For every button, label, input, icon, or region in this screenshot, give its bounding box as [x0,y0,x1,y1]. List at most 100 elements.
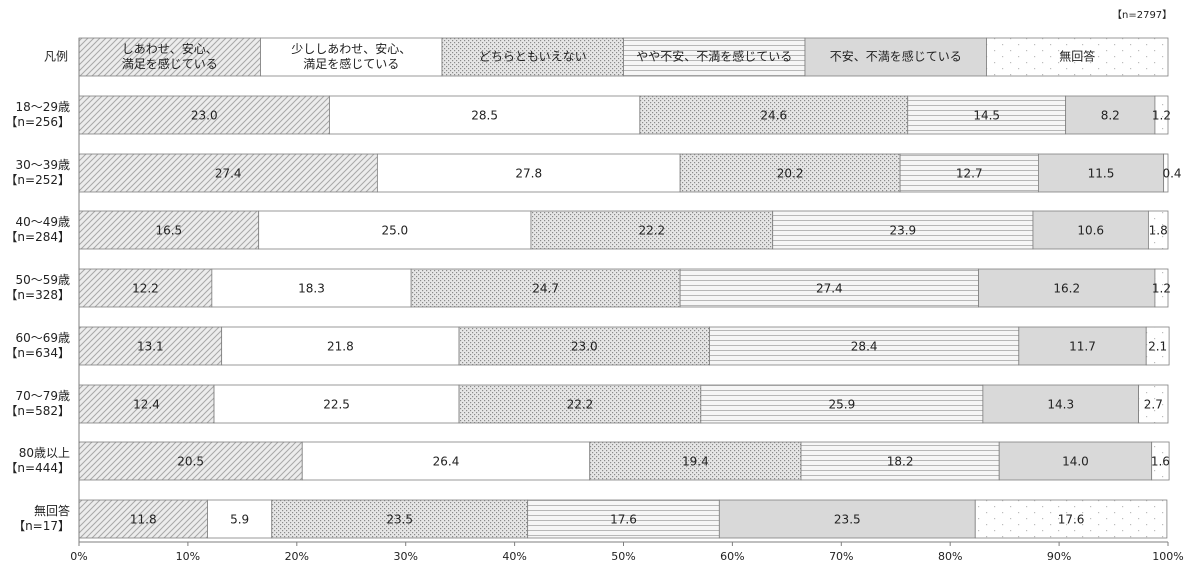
bar-segment [1145,326,1170,366]
legend-item-label: 少ししあわせ、安心、 [291,41,411,56]
category-label: 無回答 [34,503,70,518]
bar-segment [1154,268,1169,308]
data-label: 22.2 [638,224,665,238]
data-label: 21.8 [327,340,354,354]
bar-segment [978,268,1156,308]
data-label: 12.2 [132,282,159,296]
data-label: 12.4 [133,398,160,412]
x-tick-label: 10% [176,550,200,563]
bar-segment [211,268,412,308]
bar-segment [329,95,641,135]
bar-segment [700,384,984,424]
legend-item-label: どちらともいえない [479,50,587,64]
bar-segment [258,210,532,250]
category-label: 【n=252】 [5,173,70,187]
data-label: 23.5 [834,513,861,527]
legend-swatch [986,37,1169,77]
legend-item-label: しあわせ、安心、 [122,41,218,56]
bar-segment [718,499,976,539]
bar-segment [907,95,1067,135]
bar-segment [772,210,1034,250]
bar-segment [410,268,681,308]
data-label: 27.4 [816,282,843,296]
bar-segment [899,153,1039,193]
data-label: 1.2 [1152,282,1171,296]
data-label: 18.2 [887,455,914,469]
bar-segment [1151,441,1170,481]
legend-swatch [78,37,261,77]
sample-size-note: 【n=2797】 [1112,10,1173,21]
data-label: 10.6 [1077,224,1104,238]
data-label: 26.4 [433,455,460,469]
data-label: 24.6 [760,109,787,123]
x-tick-label: 20% [285,550,309,563]
bar-segment [974,499,1168,539]
bar-segment [1147,210,1169,250]
bar-segment [271,499,529,539]
data-label: 11.7 [1069,340,1096,354]
bar-segment [527,499,720,539]
bar-segment [78,268,213,308]
legend-item-label: 満足を感じている [303,56,399,71]
bar-segment [1038,153,1165,193]
x-tick-label: 50% [611,550,635,563]
data-label: 12.7 [956,167,983,181]
data-label: 18.3 [298,282,325,296]
category-label: 【n=328】 [5,288,70,302]
legend-row-label: 凡例 [44,50,68,64]
data-label: 27.8 [515,167,542,181]
category-label: 70〜79歳 [15,389,70,403]
bar-segment [78,153,378,193]
data-label: 25.0 [381,224,408,238]
data-label: 17.6 [610,513,637,527]
bar-segment [530,210,774,250]
legend-item-label: 無回答 [1059,49,1095,64]
data-label: 27.4 [215,167,242,181]
bar-segment [1018,326,1147,366]
data-label: 2.1 [1148,340,1167,354]
data-label: 8.2 [1101,109,1120,123]
x-tick-label: 100% [1152,550,1183,563]
data-label: 0.4 [1162,167,1181,181]
data-label: 23.5 [386,513,413,527]
bar-segment [1065,95,1156,135]
data-label: 25.9 [828,398,855,412]
data-label: 28.5 [471,109,498,123]
data-label: 11.5 [1088,167,1115,181]
category-label: 【n=256】 [5,115,70,129]
data-label: 24.7 [532,282,559,296]
bar-segment [1163,153,1169,193]
data-label: 20.2 [777,167,804,181]
legend-swatch [623,37,806,77]
data-label: 23.0 [571,340,598,354]
category-label: 30〜39歳 [15,158,70,172]
data-label: 13.1 [137,340,164,354]
data-label: 17.6 [1058,513,1085,527]
data-label: 5.9 [230,513,249,527]
legend-item-label: やや不安、不満を感じている [636,49,792,64]
data-label: 23.9 [889,224,916,238]
bar-segment [458,384,702,424]
data-label: 16.5 [155,224,182,238]
legend-item-label: 満足を感じている [122,56,218,71]
x-tick-label: 70% [829,550,853,563]
category-label: 80歳以上 [19,446,70,460]
legend-swatch [804,37,987,77]
bar-segment [213,384,460,424]
bar-segment [376,153,681,193]
data-label: 20.5 [177,455,204,469]
bar-segment [207,499,273,539]
category-label: 【n=582】 [5,404,70,418]
data-label: 1.6 [1151,455,1170,469]
category-label: 60〜69歳 [15,331,70,345]
category-label: 【n=444】 [5,461,70,475]
legend-swatch [260,37,443,77]
data-label: 2.7 [1144,398,1163,412]
bar-segment [679,268,979,308]
x-tick-label: 90% [1047,550,1071,563]
data-label: 14.0 [1062,455,1089,469]
data-label: 23.0 [191,109,218,123]
data-label: 22.5 [323,398,350,412]
bar-segment [639,95,909,135]
